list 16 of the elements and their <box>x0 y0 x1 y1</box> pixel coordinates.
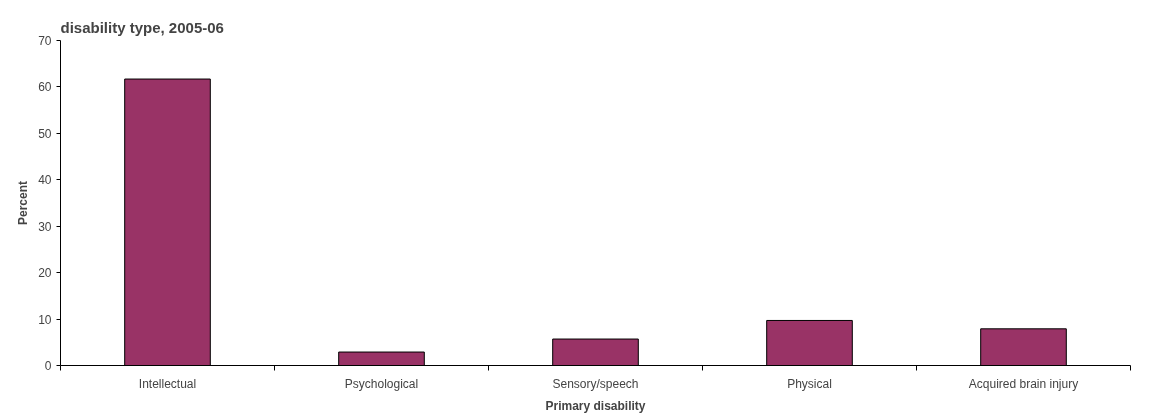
x-tick-label: Sensory/speech <box>552 376 639 391</box>
y-tick-label: 50 <box>38 126 52 141</box>
x-tick-label: Physical <box>787 376 832 391</box>
y-tick-label: 40 <box>38 173 52 188</box>
y-tick-label: 30 <box>38 219 52 234</box>
y-tick-label: 20 <box>38 266 52 281</box>
x-tick-label: Intellectual <box>138 376 197 391</box>
x-tick-label: Psychological <box>344 376 419 391</box>
chart-title: disability type, 2005-06 <box>60 18 224 36</box>
x-axis-title: Primary disability <box>545 398 646 413</box>
y-tick-label: 10 <box>38 312 52 327</box>
y-tick-label: 60 <box>38 80 52 95</box>
x-tick-label: Acquired brain injury <box>968 376 1079 391</box>
y-tick-label: 0 <box>44 359 52 373</box>
y-tick-label: 70 <box>38 34 52 48</box>
y-axis-title: Percent <box>16 180 31 226</box>
